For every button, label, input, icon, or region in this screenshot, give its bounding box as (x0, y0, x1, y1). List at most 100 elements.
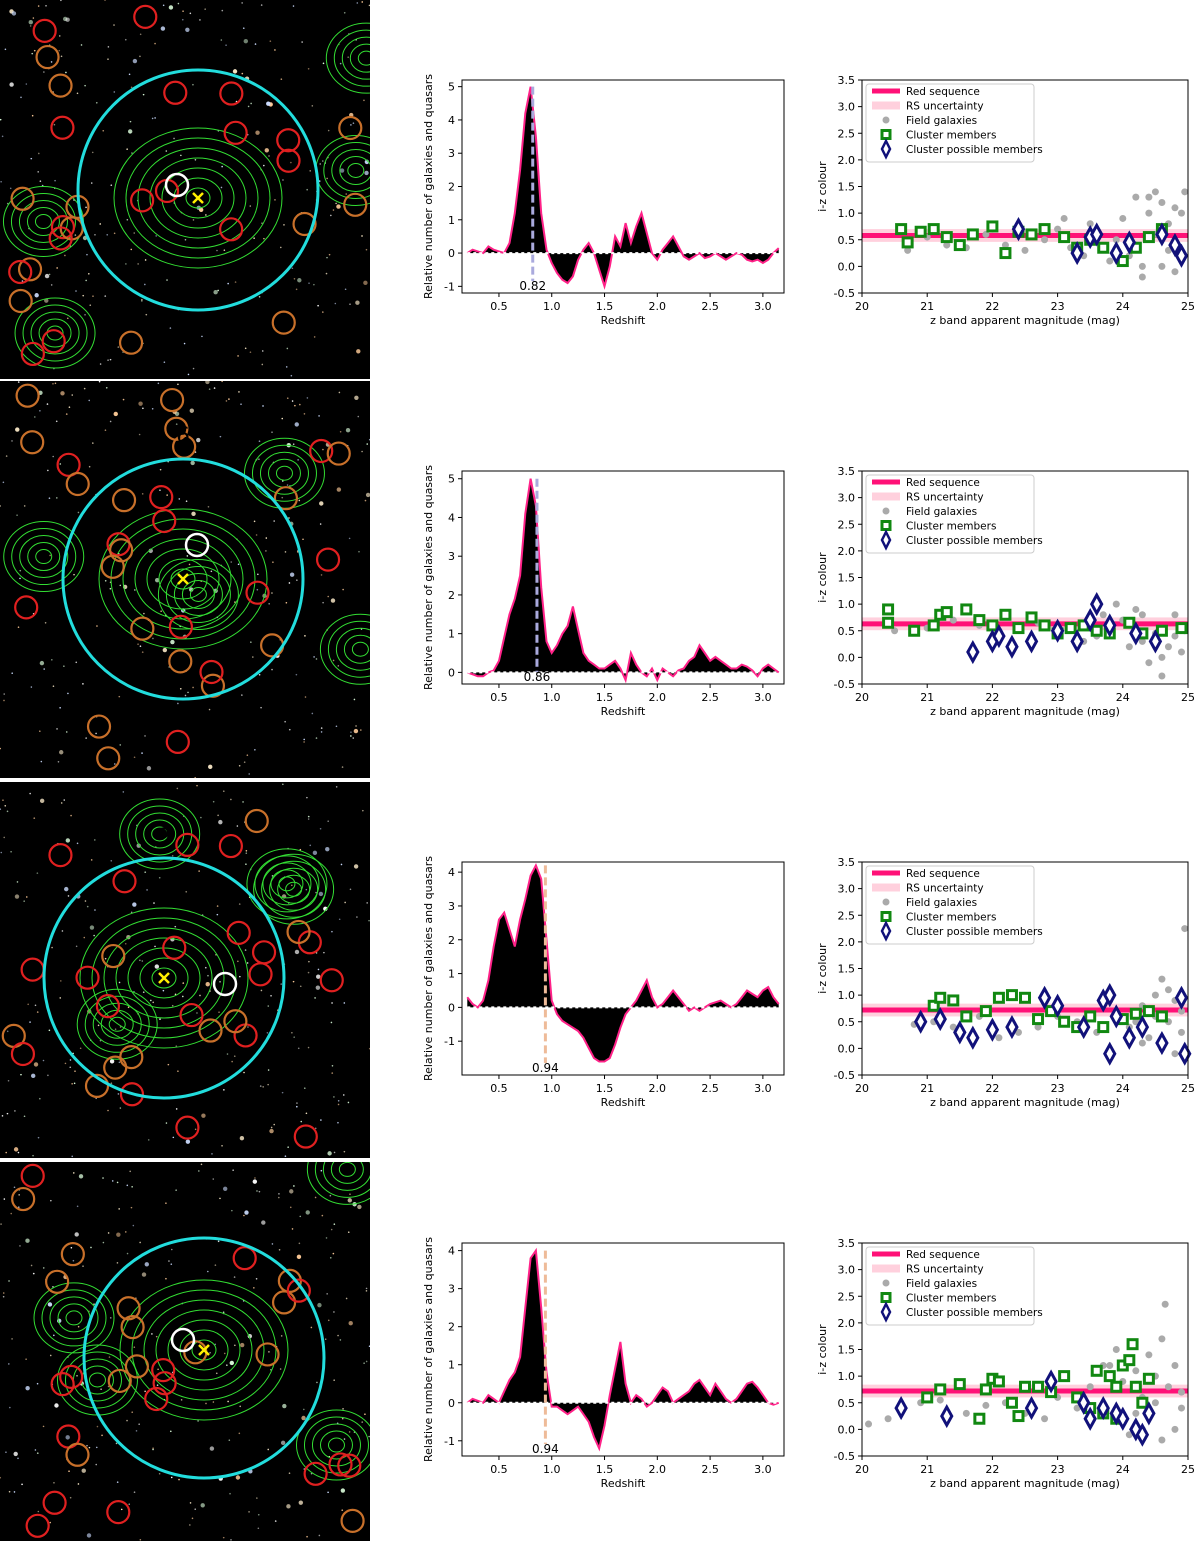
x-tick-label: 22 (985, 691, 999, 704)
contour-line (49, 1296, 99, 1340)
star (100, 1388, 102, 1391)
axes-frame (461, 1242, 785, 1457)
star (333, 1379, 335, 1381)
star (109, 1317, 112, 1319)
cluster-possible-member-point (1109, 240, 1123, 266)
star (191, 511, 196, 516)
star (246, 754, 249, 757)
star (95, 1463, 98, 1466)
star (246, 962, 249, 964)
star (291, 267, 294, 270)
star (281, 1091, 284, 1094)
star (25, 1238, 30, 1243)
cluster-possible-member-point (953, 1020, 967, 1045)
y-tick-label: 1.5 (838, 1344, 856, 1357)
star (290, 884, 293, 887)
star (335, 202, 337, 205)
star (268, 155, 270, 157)
star (286, 484, 289, 486)
star (221, 9, 224, 12)
star (339, 168, 345, 173)
peak-redshift-label: 0.94 (532, 1061, 559, 1075)
star (245, 852, 248, 855)
star (336, 487, 342, 492)
legend-swatch-rs-uncertainty (872, 1264, 900, 1273)
star (96, 1425, 99, 1428)
star (288, 517, 290, 519)
contour-line (143, 819, 177, 849)
star (132, 1224, 135, 1227)
star (304, 635, 306, 637)
star (175, 1189, 177, 1191)
star (54, 1403, 59, 1408)
star (86, 1533, 92, 1538)
star (152, 1447, 154, 1450)
contour-line (181, 579, 215, 609)
contour-line (139, 957, 189, 999)
star (76, 842, 79, 845)
x-tick-label: 23 (1051, 691, 1065, 704)
star (170, 1248, 173, 1251)
star (94, 233, 96, 236)
star (222, 790, 225, 793)
cluster-member-point (882, 603, 895, 616)
star (99, 363, 102, 365)
star (53, 1481, 55, 1484)
cluster-possible-member-point (1168, 232, 1182, 258)
legend-swatch-field (882, 507, 890, 515)
contour-line (347, 162, 365, 178)
star (92, 295, 94, 297)
star (253, 1287, 255, 1289)
histogram-outline (466, 86, 780, 290)
cluster-possible-member-point (1135, 1422, 1150, 1447)
field-galaxy-point (1034, 1023, 1042, 1031)
star (104, 957, 107, 960)
star (265, 537, 268, 539)
star (85, 206, 87, 209)
legend-box (865, 83, 1035, 163)
star (232, 1169, 234, 1171)
member-galaxy-marker (328, 1452, 353, 1477)
x-tick-label: 0.5 (490, 1463, 508, 1476)
star (264, 148, 269, 153)
star (88, 465, 91, 468)
contour-line (357, 50, 370, 66)
star (298, 1242, 301, 1245)
star (223, 249, 226, 252)
cluster-possible-member-point (1044, 1369, 1058, 1394)
cluster-member-point (960, 603, 973, 616)
y-tick-label: 2.5 (838, 909, 856, 922)
bcg-marker (164, 172, 190, 198)
star (237, 563, 240, 566)
y-tick-label: -1 (444, 1435, 455, 1448)
star (36, 1011, 39, 1013)
star (183, 342, 186, 345)
contour-line (306, 1162, 370, 1205)
contour-line (131, 1289, 277, 1411)
y-tick-label: 0.5 (838, 234, 856, 247)
star (353, 728, 359, 734)
star (189, 408, 195, 413)
star (221, 381, 223, 383)
star (88, 399, 91, 402)
member-galaxy-marker (175, 832, 200, 857)
redshift-histogram-4: 0.82 0.5 1.0 1.5 2.0 2.5 3.0 -1 0 1 2 3 4 5 Redshift Re… (422, 74, 785, 327)
star (177, 2, 180, 5)
star (207, 506, 210, 508)
x-tick-label: 2.5 (701, 300, 719, 313)
star (303, 741, 305, 743)
star (185, 1139, 191, 1144)
contour-line (3, 521, 85, 593)
star (141, 1272, 147, 1277)
star (311, 105, 314, 107)
member-galaxy-marker (218, 833, 243, 859)
star (116, 1232, 121, 1237)
star (174, 993, 177, 996)
star (307, 1046, 310, 1049)
contour-line (173, 572, 223, 616)
star (226, 1053, 229, 1055)
y-tick-label: 0.0 (838, 651, 856, 664)
member-galaxy-marker (343, 192, 368, 217)
star (237, 355, 239, 357)
